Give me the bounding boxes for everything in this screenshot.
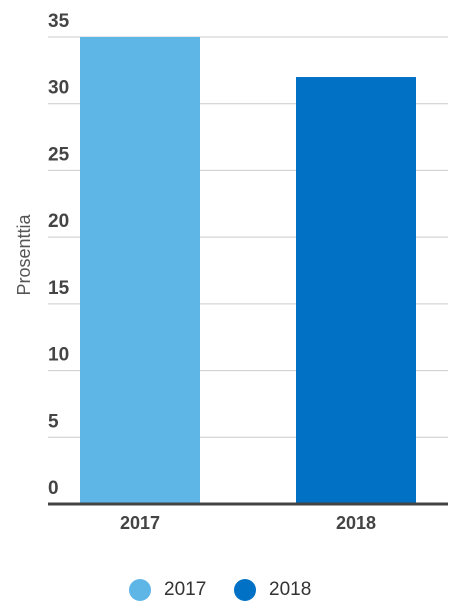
y-tick-label: 20 xyxy=(48,211,69,232)
y-tick-label: 25 xyxy=(48,144,70,165)
y-axis-label: Prosenttia xyxy=(14,213,34,295)
y-tick-label: 30 xyxy=(48,78,69,99)
bar xyxy=(296,77,416,505)
y-tick-label: 0 xyxy=(48,478,59,499)
legend-swatch xyxy=(234,579,256,601)
legend-swatch xyxy=(129,579,151,601)
y-tick-label: 10 xyxy=(48,345,69,366)
y-tick-label: 35 xyxy=(48,11,70,32)
x-tick-label: 2017 xyxy=(120,513,160,533)
legend-label: 2017 xyxy=(164,579,206,600)
x-tick-label: 2018 xyxy=(336,513,376,533)
y-tick-label: 5 xyxy=(48,411,59,432)
y-tick-label: 15 xyxy=(48,278,70,299)
bar xyxy=(80,37,200,504)
legend-label: 2018 xyxy=(269,579,311,600)
